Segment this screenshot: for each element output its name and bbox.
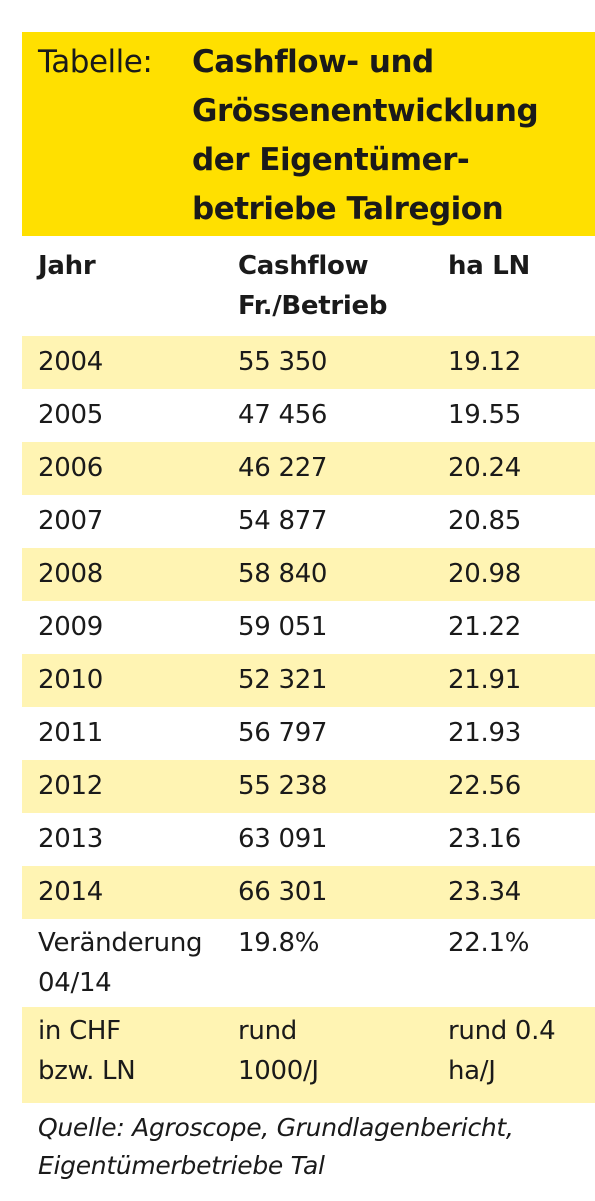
source-note: Quelle: Agroscope, Grundlagenbericht, Ei…: [22, 1103, 595, 1185]
cell-cashflow: 47 456: [238, 400, 328, 430]
table-row: 2006 46 227 20.24: [22, 442, 595, 495]
change-label-line1: Veränderung: [38, 928, 203, 958]
cell-year: 2012: [22, 760, 222, 813]
cell-year: 2004: [22, 336, 222, 389]
cell-year: 2010: [22, 654, 222, 707]
cell-absolute-label: in CHF bzw. LN: [22, 1007, 222, 1103]
absolute-label-line1: in CHF: [38, 1016, 121, 1046]
column-header-cashflow-line2: Fr./Betrieb: [238, 291, 388, 321]
change-label-line2: 04/14: [38, 968, 112, 998]
cell-area: 23.16: [448, 824, 521, 854]
cell-cashflow: 54 877: [238, 506, 328, 536]
cell-area: 20.85: [448, 506, 521, 536]
table-row: 2009 59 051 21.22: [22, 601, 595, 654]
absolute-area-line1: rund 0.4: [448, 1016, 556, 1046]
cell-cashflow: 66 301: [222, 866, 432, 919]
table-row-change: Veränderung 04/14 19.8% 22.1%: [22, 919, 595, 1007]
cell-area: 21.91: [432, 654, 595, 707]
cell-year: 2014: [22, 866, 222, 919]
cell-cashflow: 58 840: [222, 548, 432, 601]
cell-change-label: Veränderung 04/14: [22, 919, 222, 1007]
cell-area: 21.22: [448, 612, 521, 642]
table-row: 2013 63 091 23.16: [22, 813, 595, 866]
table-title-label: Tabelle:: [38, 44, 153, 80]
cell-area: 20.24: [432, 442, 595, 495]
cell-absolute-area: rund 0.4 ha/J: [432, 1007, 595, 1103]
table-title-box: Tabelle: Cashflow- und Grössenentwicklun…: [22, 32, 595, 236]
cell-area: 21.93: [448, 718, 521, 748]
table-row: 2014 66 301 23.34: [22, 866, 595, 919]
table-row-absolute: in CHF bzw. LN rund 1000/J rund 0.4 ha/J: [22, 1007, 595, 1103]
table-row: 2011 56 797 21.93: [22, 707, 595, 760]
cell-cashflow: 46 227: [222, 442, 432, 495]
table-row: 2012 55 238 22.56: [22, 760, 595, 813]
cell-year: 2009: [38, 612, 103, 642]
table-row: 2005 47 456 19.55: [22, 389, 595, 442]
cell-year: 2005: [38, 400, 103, 430]
table-title: Cashflow- und Grössenentwicklung der Eig…: [192, 44, 539, 227]
cell-year: 2013: [38, 824, 103, 854]
cell-area: 22.56: [432, 760, 595, 813]
source-line2: Eigentümerbetriebe Tal: [38, 1151, 325, 1180]
cashflow-table-panel: Tabelle: Cashflow- und Grössenentwicklun…: [22, 32, 595, 1185]
table-header-row: Jahr Cashflow Fr./Betrieb ha LN: [22, 236, 595, 336]
cell-year: 2011: [38, 718, 103, 748]
cell-absolute-cashflow: rund 1000/J: [222, 1007, 432, 1103]
absolute-area-line2: ha/J: [448, 1056, 496, 1086]
cell-area: 20.98: [432, 548, 595, 601]
cell-area: 19.55: [448, 400, 521, 430]
column-header-cashflow: Cashflow Fr./Betrieb: [222, 236, 432, 336]
cell-area: 23.34: [432, 866, 595, 919]
table-row: 2007 54 877 20.85: [22, 495, 595, 548]
table-row: 2008 58 840 20.98: [22, 548, 595, 601]
cell-cashflow: 56 797: [238, 718, 328, 748]
cell-year: 2007: [38, 506, 103, 536]
cell-cashflow: 63 091: [238, 824, 328, 854]
cell-year: 2006: [22, 442, 222, 495]
table-body: 2004 55 350 19.12 2005 47 456 19.55 2006…: [22, 336, 595, 1103]
cell-change-area: 22.1%: [448, 928, 530, 958]
cell-cashflow: 55 238: [222, 760, 432, 813]
absolute-cashflow-line1: rund: [238, 1016, 297, 1046]
column-header-cashflow-line1: Cashflow: [238, 251, 369, 281]
column-header-year: Jahr: [38, 251, 96, 281]
cell-cashflow: 52 321: [222, 654, 432, 707]
cell-change-cashflow: 19.8%: [238, 928, 320, 958]
source-line1: Quelle: Agroscope, Grundlagenbericht,: [38, 1113, 514, 1142]
column-header-area: ha LN: [448, 251, 530, 281]
cell-area: 19.12: [432, 336, 595, 389]
cell-cashflow: 55 350: [222, 336, 432, 389]
absolute-cashflow-line2: 1000/J: [238, 1056, 319, 1086]
table-row: 2004 55 350 19.12: [22, 336, 595, 389]
absolute-label-line2: bzw. LN: [38, 1056, 136, 1086]
cell-year: 2008: [22, 548, 222, 601]
table-row: 2010 52 321 21.91: [22, 654, 595, 707]
cashflow-table: Jahr Cashflow Fr./Betrieb ha LN 2004 55 …: [22, 236, 595, 1103]
cell-cashflow: 59 051: [238, 612, 328, 642]
